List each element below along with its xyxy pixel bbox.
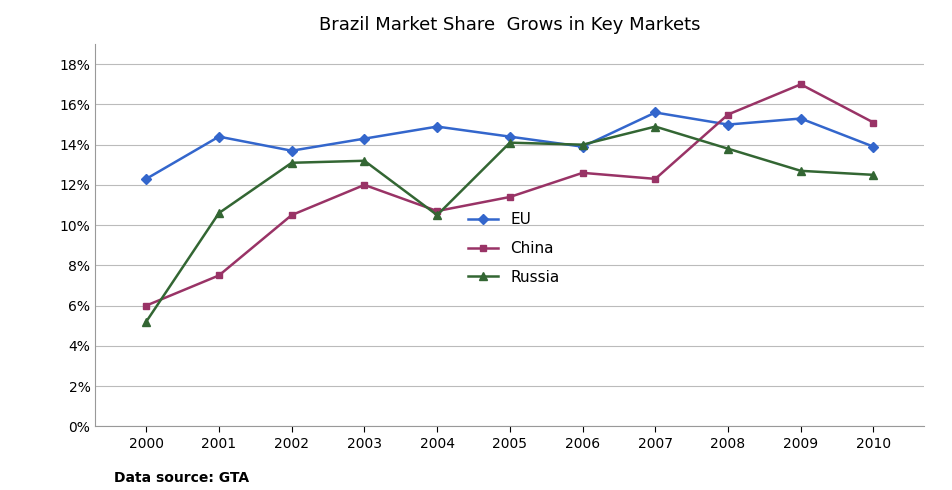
Russia <box>286 160 297 166</box>
China <box>649 176 661 182</box>
EU <box>794 116 805 122</box>
Line: China: China <box>143 81 876 309</box>
Russia <box>722 146 733 151</box>
China <box>794 81 805 87</box>
China <box>576 170 587 176</box>
EU <box>649 110 661 116</box>
Text: Data source: GTA: Data source: GTA <box>114 471 249 485</box>
Russia <box>140 319 151 325</box>
Line: Russia: Russia <box>142 122 877 326</box>
EU <box>722 122 733 127</box>
China <box>431 208 443 214</box>
EU <box>867 144 879 149</box>
China <box>504 194 515 200</box>
EU <box>213 134 225 140</box>
EU <box>358 136 369 142</box>
China <box>867 120 879 125</box>
China <box>213 272 225 278</box>
China <box>286 212 297 218</box>
Russia <box>794 168 805 174</box>
EU <box>140 176 151 182</box>
Russia <box>358 158 369 164</box>
Legend: EU, China, Russia: EU, China, Russia <box>467 212 559 285</box>
Russia <box>504 140 515 146</box>
Russia <box>649 123 661 129</box>
EU <box>431 123 443 129</box>
China <box>140 303 151 309</box>
EU <box>286 148 297 154</box>
Title: Brazil Market Share  Grows in Key Markets: Brazil Market Share Grows in Key Markets <box>319 16 700 34</box>
Russia <box>431 212 443 218</box>
China <box>358 182 369 188</box>
Russia <box>213 210 225 216</box>
Line: EU: EU <box>143 109 876 182</box>
EU <box>576 144 587 149</box>
China <box>722 112 733 118</box>
Russia <box>576 142 587 147</box>
EU <box>504 134 515 140</box>
Russia <box>867 172 879 178</box>
